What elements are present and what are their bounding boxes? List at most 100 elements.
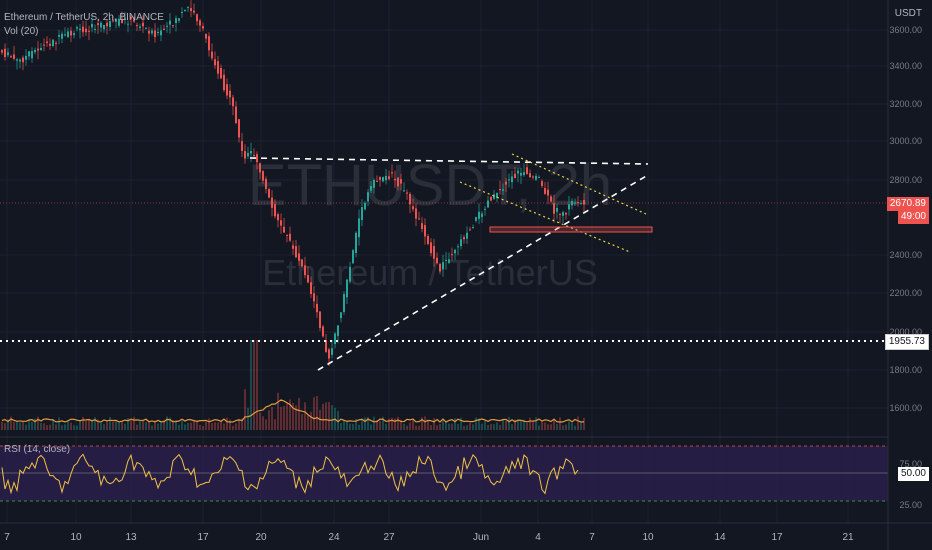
time-tick: 17 [197, 532, 209, 543]
volume-bar [70, 422, 72, 430]
volume-bar [310, 411, 312, 430]
volume-bar [109, 417, 111, 430]
candle-body [139, 26, 141, 28]
candle-body [94, 28, 96, 30]
rsi-band [0, 446, 888, 501]
volume-bar [325, 402, 327, 430]
volume-bar [139, 420, 141, 430]
volume-bar [235, 423, 237, 430]
candle-body [499, 189, 501, 191]
volume-bar [160, 421, 162, 430]
candle-body [67, 31, 69, 38]
volume-bar [208, 418, 210, 430]
candle-body [49, 43, 51, 46]
price-tick: 1800.00 [889, 365, 922, 375]
volume-bar [193, 419, 195, 430]
candle-body [79, 28, 81, 31]
candle-body [280, 220, 282, 226]
time-tick: 13 [125, 532, 137, 543]
time-tick: 7 [4, 532, 10, 543]
candle-body [199, 20, 201, 26]
time-tick: 21 [842, 532, 854, 543]
volume-bar [358, 424, 360, 430]
volume-bar [49, 424, 51, 430]
candle-body [316, 303, 318, 313]
volume-bar [82, 416, 84, 430]
rsi-legend[interactable]: RSI (14, close) [4, 444, 71, 455]
volume-bar [16, 421, 18, 430]
channel-lower-line [459, 181, 631, 253]
volume-bar [274, 419, 276, 430]
candle-body [325, 340, 327, 352]
currency-label: USDT [894, 8, 922, 19]
volume-bar [28, 419, 30, 430]
rsi-line [1, 453, 579, 495]
candle-body [529, 173, 531, 178]
volume-bar [130, 420, 132, 430]
volume-bars [1, 340, 585, 430]
volume-bar [574, 425, 576, 430]
candle-body [454, 249, 456, 254]
candle-body [484, 208, 486, 210]
volume-legend[interactable]: Vol (20) [4, 26, 39, 37]
candle-body [286, 234, 288, 236]
candle-body [490, 197, 492, 201]
volume-bar [451, 423, 453, 430]
volume-bar [262, 416, 264, 430]
candle-body [355, 232, 357, 254]
candle-body [109, 21, 111, 27]
volume-bar [250, 340, 252, 430]
volume-bar [196, 421, 198, 430]
candle-body [247, 152, 249, 157]
volume-bar [367, 416, 369, 430]
candle-body [130, 16, 132, 19]
volume-bar [268, 410, 270, 430]
rsi-value-badge: 50.00 [897, 467, 929, 481]
candle-body [406, 192, 408, 194]
volume-bar [565, 424, 567, 430]
volume-bar [490, 423, 492, 430]
volume-bar [580, 421, 582, 430]
candle-body [181, 11, 183, 14]
time-tick: 7 [589, 532, 595, 543]
candle-body [331, 348, 333, 355]
candle-body [571, 201, 573, 206]
volume-ma-line [1, 399, 585, 423]
volume-bar [232, 425, 234, 430]
candle-body [235, 106, 237, 124]
volume-bar [25, 424, 27, 430]
candle-body [97, 23, 99, 26]
candle-body [292, 245, 294, 249]
volume-bar [469, 422, 471, 430]
time-tick: 20 [255, 532, 267, 543]
volume-bar [148, 421, 150, 430]
volume-bar [352, 423, 354, 430]
candle-body [556, 207, 558, 212]
price-tick: 2800.00 [889, 175, 922, 185]
volume-bar [289, 399, 291, 430]
candle-body [349, 266, 351, 282]
candle-body [511, 176, 513, 183]
volume-bar [442, 420, 444, 430]
volume-bar [517, 419, 519, 430]
volume-bar [406, 425, 408, 430]
symbol-legend[interactable]: Ethereum / TetherUS, 2h, BINANCE [4, 12, 164, 23]
volume-bar [466, 425, 468, 430]
candle-body [370, 186, 372, 191]
volume-bar [10, 416, 12, 430]
candle-body [469, 229, 471, 231]
volume-bar [457, 424, 459, 430]
volume-bar [505, 420, 507, 430]
volume-bar [568, 421, 570, 430]
volume-bar [175, 420, 177, 430]
candle-body [55, 42, 57, 44]
candle-body [532, 176, 534, 178]
candle-body [400, 179, 402, 184]
candle-body [127, 23, 129, 25]
volume-bar [436, 425, 438, 430]
candle-body [211, 51, 213, 59]
watermark-name: Ethereum / TetherUS [262, 252, 598, 293]
candle-body [388, 176, 390, 180]
volume-bar [244, 389, 246, 430]
